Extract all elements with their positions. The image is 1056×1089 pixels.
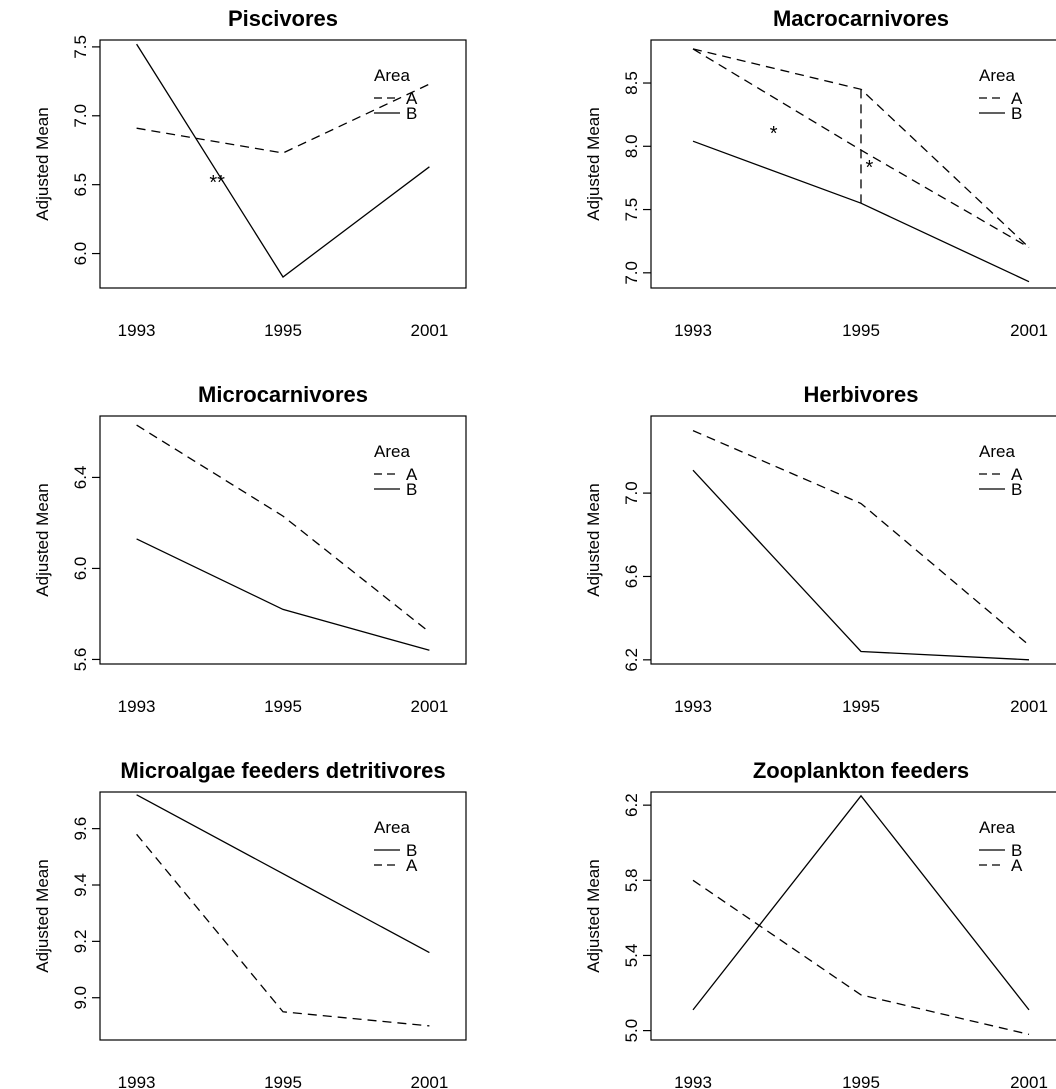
- plot-frame: [650, 415, 1056, 665]
- y-tick-label: 6.2: [622, 793, 641, 817]
- y-tick-label: 9.0: [71, 986, 90, 1010]
- y-tick-label: 6.5: [71, 173, 90, 197]
- plot-frame: [99, 39, 467, 289]
- series-line-b: [692, 140, 1030, 283]
- series-line-a: [136, 833, 430, 1027]
- chart-title: Microalgae feeders detritivores: [120, 758, 445, 783]
- series-line-a: [692, 430, 1030, 646]
- x-tick-label: 2001: [1010, 1073, 1048, 1089]
- legend-label-a: A: [406, 465, 418, 484]
- legend-label-b: B: [406, 480, 417, 499]
- plot-frame: [99, 791, 467, 1041]
- legend-title: Area: [374, 818, 410, 837]
- series-line-b: [136, 794, 430, 954]
- y-tick-label: 8.0: [622, 134, 641, 158]
- chart-panel-5: Microalgae feeders detritivores 9.0 9.2 9.4…: [33, 758, 467, 1089]
- y-tick-label: 9.4: [71, 873, 90, 897]
- series-line-a: [692, 879, 1030, 1036]
- y-tick-label: 5.6: [71, 648, 90, 672]
- x-tick-label: 2001: [410, 321, 448, 340]
- y-tick-label: 7.5: [622, 198, 641, 222]
- legend-label-a: A: [1011, 465, 1023, 484]
- y-axis-label: Adjusted Mean: [33, 859, 52, 972]
- y-tick-label: 6.0: [71, 557, 90, 581]
- legend-title: Area: [979, 66, 1015, 85]
- chart-title: Microcarnivores: [198, 382, 368, 407]
- y-tick-label: 7.5: [71, 35, 90, 59]
- y-axis-label: Adjusted Mean: [33, 483, 52, 596]
- y-tick-label: 5.4: [622, 944, 641, 968]
- legend-label-b: B: [406, 841, 417, 860]
- series-line-a: [136, 83, 430, 154]
- chart-title: Zooplankton feeders: [753, 758, 969, 783]
- y-tick-label: 6.4: [71, 466, 90, 490]
- x-tick-label: 1993: [118, 1073, 156, 1089]
- legend-label-a: A: [406, 856, 418, 875]
- x-tick-label: 2001: [1010, 321, 1048, 340]
- chart-title: Piscivores: [228, 6, 338, 31]
- y-axis-label: Adjusted Mean: [584, 483, 603, 596]
- legend-label-a: A: [406, 89, 418, 108]
- y-tick-label: 9.2: [71, 930, 90, 954]
- y-tick-label: 5.0: [622, 1019, 641, 1043]
- chart-panel-4: Herbivores 6.2 6.6 7.0 Adjusted Mean 1993 1995…: [584, 382, 1056, 716]
- y-tick-label: 6.6: [622, 565, 641, 589]
- y-tick-label: 6.0: [71, 242, 90, 266]
- series-line-b: [136, 43, 430, 278]
- series-line-b: [692, 794, 1030, 1011]
- series-line-a: [136, 424, 430, 633]
- y-axis-label: Adjusted Mean: [584, 859, 603, 972]
- legend-label-b: B: [1011, 104, 1022, 123]
- y-tick-label: 7.0: [622, 481, 641, 505]
- x-tick-label: 1995: [264, 321, 302, 340]
- legend-title: Area: [979, 818, 1015, 837]
- chart-panel-6: Zooplankton feeders 5.0 5.4 5.8 6.2 Adjusted …: [584, 758, 1056, 1089]
- y-tick-label: 8.5: [622, 71, 641, 95]
- legend-title: Area: [979, 442, 1015, 461]
- chart-panel-3: Microcarnivores 5.6 6.0 6.4 Adjusted Mean 199…: [33, 382, 467, 716]
- x-tick-label: 1993: [674, 321, 712, 340]
- x-tick-label: 1993: [118, 321, 156, 340]
- legend-label-b: B: [406, 104, 417, 123]
- x-tick-label: 1995: [842, 697, 880, 716]
- legend-label-b: B: [1011, 841, 1022, 860]
- chart-title: Macrocarnivores: [773, 6, 949, 31]
- plot-frame: [650, 39, 1056, 289]
- y-tick-label: 6.2: [622, 648, 641, 672]
- x-tick-label: 1995: [264, 697, 302, 716]
- x-tick-label: 1993: [674, 697, 712, 716]
- significance-annotation: **: [209, 172, 225, 194]
- y-tick-label: 7.0: [622, 261, 641, 285]
- y-tick-label: 7.0: [71, 104, 90, 128]
- plot-frame: [99, 415, 467, 665]
- legend-title: Area: [374, 66, 410, 85]
- x-tick-label: 2001: [1010, 697, 1048, 716]
- series-line-b: [136, 538, 430, 651]
- chart-title: Herbivores: [804, 382, 919, 407]
- significance-annotation: *: [866, 157, 874, 179]
- legend-label-a: A: [1011, 856, 1023, 875]
- significance-annotation: *: [770, 123, 778, 145]
- plot-frame: [650, 791, 1056, 1041]
- series-line-a: [692, 48, 1030, 248]
- x-tick-label: 1995: [842, 1073, 880, 1089]
- chart-panel-2: Macrocarnivores 7.0 7.5 8.0 8.5 Adjusted Mean…: [584, 6, 1056, 340]
- legend-label-a: A: [1011, 89, 1023, 108]
- x-tick-label: 1995: [264, 1073, 302, 1089]
- chart-panel-1: Piscivores 6.0 6.5 7.0 7.5 Adjusted Mean 1993 1…: [33, 6, 467, 340]
- y-axis-label: Adjusted Mean: [33, 107, 52, 220]
- x-tick-label: 1995: [842, 321, 880, 340]
- x-tick-label: 1993: [118, 697, 156, 716]
- x-tick-label: 2001: [410, 1073, 448, 1089]
- y-axis-label: Adjusted Mean: [584, 107, 603, 220]
- y-tick-label: 9.6: [71, 817, 90, 841]
- y-tick-label: 5.8: [622, 868, 641, 892]
- x-tick-label: 1993: [674, 1073, 712, 1089]
- x-tick-label: 2001: [410, 697, 448, 716]
- legend-title: Area: [374, 442, 410, 461]
- series-line-b: [692, 469, 1030, 661]
- legend-label-b: B: [1011, 480, 1022, 499]
